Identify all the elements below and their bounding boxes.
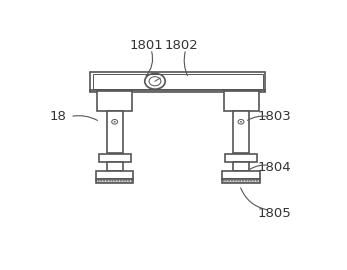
Bar [233,162,249,171]
Bar [107,112,123,153]
Bar [233,112,249,153]
Text: 1802: 1802 [165,39,199,52]
Bar [222,171,260,179]
Bar [223,91,259,112]
Text: 1804: 1804 [258,161,291,174]
Bar [222,179,260,183]
Bar [96,171,134,179]
Circle shape [240,121,242,123]
Text: 18: 18 [50,110,67,123]
Text: 1801: 1801 [130,39,164,52]
Bar [91,72,265,91]
Bar [225,154,257,162]
Circle shape [114,121,116,123]
Bar [99,154,131,162]
Text: 1805: 1805 [258,207,291,220]
Text: 1803: 1803 [258,110,291,123]
Bar [107,162,123,171]
Bar [96,179,134,183]
Bar [97,91,132,112]
Bar [91,90,265,92]
Bar [93,73,263,89]
